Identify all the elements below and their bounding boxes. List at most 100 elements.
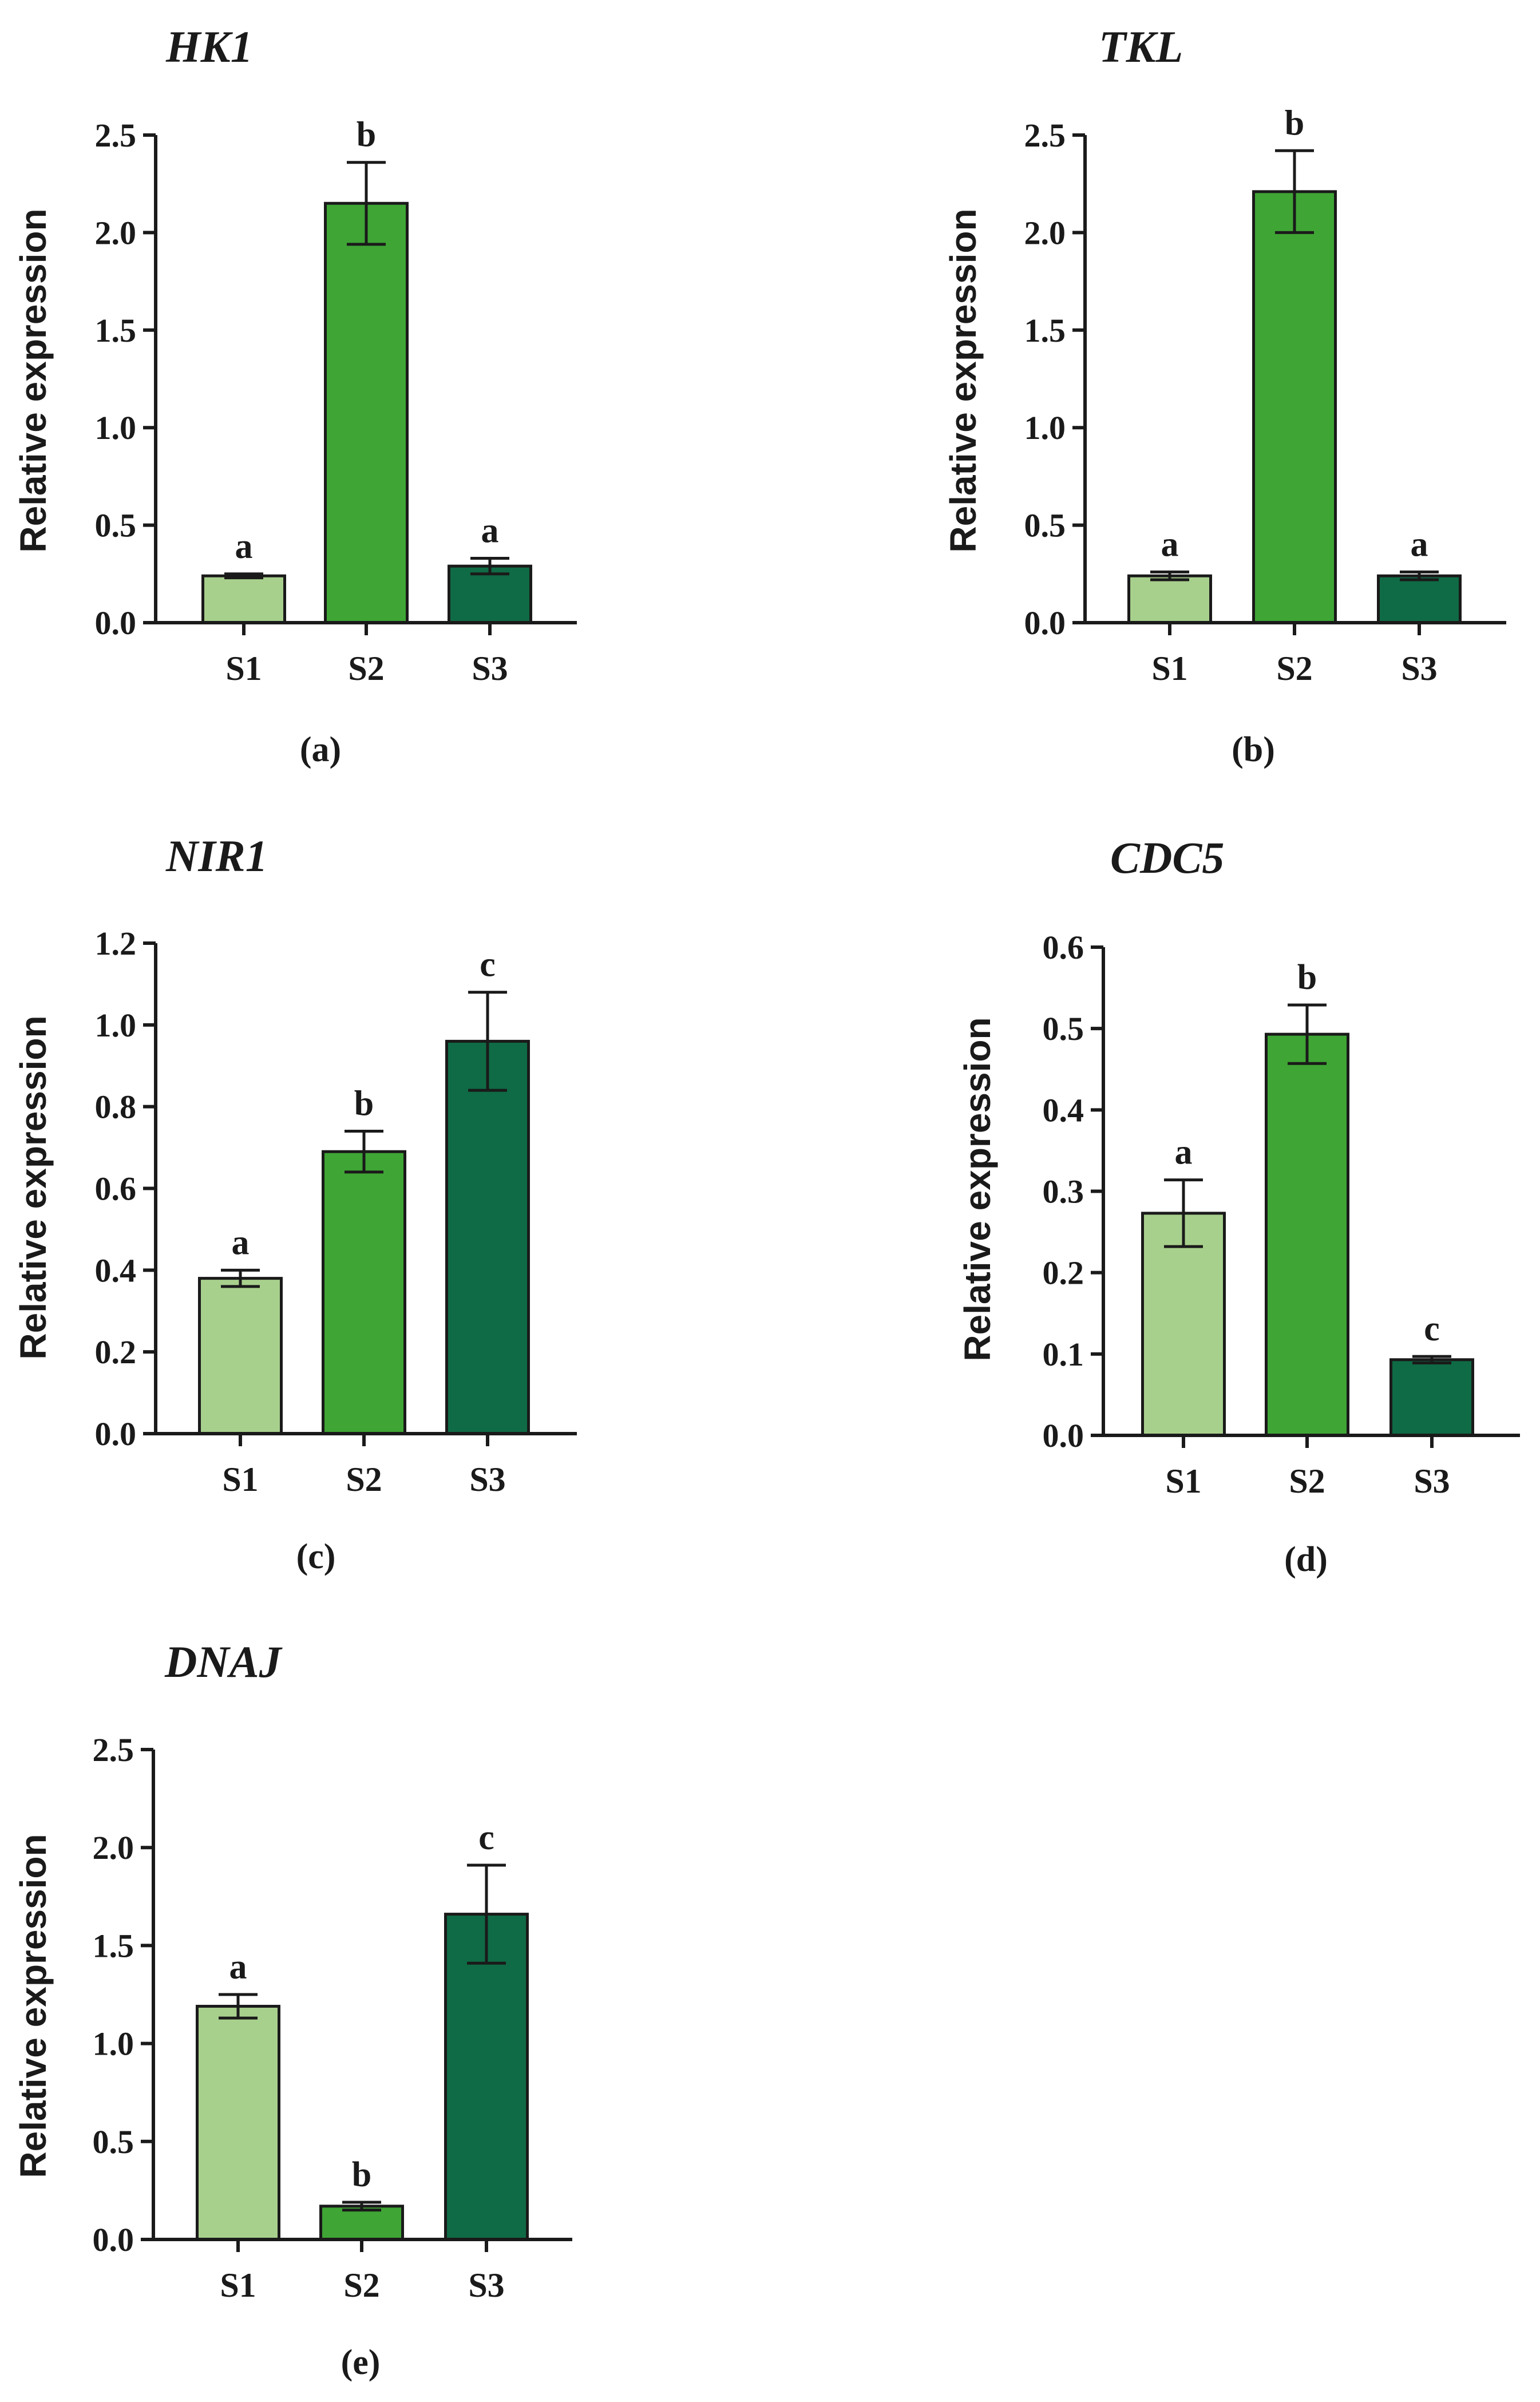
significance-label: b xyxy=(357,116,376,155)
bar-s2 xyxy=(322,1150,406,1435)
y-tick-label: 0.0 xyxy=(95,604,137,642)
x-tick-label: S3 xyxy=(469,1461,505,1498)
bar-s3 xyxy=(444,1913,529,2241)
y-tick-label: 0.2 xyxy=(95,1333,137,1371)
chart-title: DNAJ xyxy=(164,1637,283,1687)
significance-label: b xyxy=(352,2155,371,2194)
y-tick-label: 2.5 xyxy=(93,1731,134,1768)
x-tick-label: S2 xyxy=(343,2266,379,2304)
error-bar-s2 xyxy=(1275,149,1314,234)
chart-panel-nir1: NIR1 Relative expression a S1 b S2 c S3 0.0 0.2 0.… xyxy=(13,831,577,1576)
error-bar-s2 xyxy=(1288,1003,1327,1065)
y-tick-label: 1.0 xyxy=(93,2025,134,2063)
significance-label: c xyxy=(478,1818,494,1857)
y-tick-label: 0.5 xyxy=(95,507,137,544)
y-tick-label: 1.0 xyxy=(1024,409,1066,446)
panel-label: (c) xyxy=(296,1537,336,1576)
panel-label: (a) xyxy=(300,730,341,769)
bar-s1 xyxy=(198,1277,283,1435)
y-tick-label: 1.5 xyxy=(1024,312,1066,349)
x-tick-label: S2 xyxy=(346,1461,382,1498)
error-bar-s1 xyxy=(224,572,263,580)
panel-label: (b) xyxy=(1232,730,1275,769)
significance-label: a xyxy=(232,1223,250,1262)
y-tick-label: 0.0 xyxy=(95,1415,137,1453)
x-tick-label: S3 xyxy=(472,650,508,687)
x-tick-label: S3 xyxy=(1401,650,1437,687)
significance-label: a xyxy=(1411,525,1428,564)
bar-s2 xyxy=(1265,1032,1349,1437)
error-bar-s3 xyxy=(1400,570,1439,581)
significance-label: c xyxy=(480,945,496,984)
y-tick-label: 0.6 xyxy=(1043,929,1084,966)
significance-label: b xyxy=(1285,104,1304,143)
significance-label: c xyxy=(1424,1309,1440,1348)
x-tick-label: S1 xyxy=(222,1461,258,1498)
y-axis-label: Relative expression xyxy=(13,1834,54,2178)
y-axis-label: Relative expression xyxy=(957,1017,998,1361)
y-tick-label: 2.0 xyxy=(1024,214,1066,251)
y-tick-label: 0.5 xyxy=(1043,1010,1084,1047)
error-bar-s2 xyxy=(345,1130,383,1174)
y-tick-label: 0.1 xyxy=(1043,1336,1084,1373)
panel-label: (e) xyxy=(341,2343,381,2382)
chart-title: HK1 xyxy=(165,22,253,72)
chart-panel-cdc5: CDC5 Relative expression a S1 b S2 c S3 0.0 0.1 0.… xyxy=(957,833,1520,1579)
x-tick-label: S3 xyxy=(1414,1462,1450,1500)
bar-s3 xyxy=(1389,1358,1474,1437)
y-tick-label: 1.5 xyxy=(95,312,137,349)
bar-s1 xyxy=(201,574,286,624)
error-bar-s1 xyxy=(1164,1178,1203,1248)
y-tick-label: 0.3 xyxy=(1043,1173,1084,1210)
y-tick-label: 0.8 xyxy=(95,1089,137,1126)
x-tick-label: S2 xyxy=(348,650,384,687)
y-axis-label: Relative expression xyxy=(13,208,54,552)
y-tick-label: 1.0 xyxy=(95,409,137,446)
bar-s3 xyxy=(1377,574,1462,624)
error-bar-s3 xyxy=(1412,1355,1451,1364)
y-tick-label: 2.5 xyxy=(95,117,137,154)
bar-s3 xyxy=(445,1039,530,1435)
error-bar-s1 xyxy=(219,1993,258,2020)
y-tick-label: 0.2 xyxy=(1043,1255,1084,1292)
y-tick-label: 0.0 xyxy=(93,2221,134,2258)
bar-s1 xyxy=(1141,1212,1226,1437)
significance-label: a xyxy=(1161,525,1179,564)
x-tick-label: S2 xyxy=(1289,1462,1325,1500)
bar-s2 xyxy=(1252,190,1337,624)
significance-label: b xyxy=(1297,958,1317,997)
y-tick-label: 0.6 xyxy=(95,1170,137,1208)
y-tick-label: 0.4 xyxy=(95,1252,137,1289)
error-bar-s2 xyxy=(342,2201,381,2212)
x-tick-label: S1 xyxy=(1165,1462,1201,1500)
error-bar-s3 xyxy=(467,1863,506,1965)
y-tick-label: 0.4 xyxy=(1043,1091,1084,1129)
error-bar-s3 xyxy=(470,557,509,576)
bar-s1 xyxy=(196,2005,280,2241)
error-bar-s1 xyxy=(221,1268,260,1288)
y-tick-label: 0.5 xyxy=(1024,507,1066,544)
chart-title: TKL xyxy=(1099,22,1183,72)
significance-label: b xyxy=(354,1085,374,1123)
error-bar-s2 xyxy=(347,161,386,246)
chart-title: NIR1 xyxy=(165,831,268,881)
significance-label: a xyxy=(229,1948,247,1987)
y-tick-label: 2.0 xyxy=(93,1829,134,1866)
significance-label: a xyxy=(1175,1133,1193,1172)
significance-label: a xyxy=(235,527,253,566)
chart-panel-tkl: TKL Relative expression a S1 b S2 a S3 0.0 0.5 1.0… xyxy=(943,22,1506,769)
x-tick-label: S3 xyxy=(468,2266,504,2304)
x-tick-label: S1 xyxy=(1151,650,1187,687)
chart-panel-hk1: HK1 Relative expression a S1 b S2 a S3 0.0 0.5 1.0… xyxy=(13,22,577,769)
bar-s1 xyxy=(1127,574,1212,624)
y-tick-label: 1.0 xyxy=(95,1007,137,1044)
y-tick-label: 2.0 xyxy=(95,214,137,251)
y-tick-label: 0.0 xyxy=(1024,604,1066,642)
y-axis-label: Relative expression xyxy=(943,208,984,552)
y-axis-label: Relative expression xyxy=(13,1015,54,1359)
x-tick-label: S2 xyxy=(1276,650,1312,687)
panel-label: (d) xyxy=(1284,1540,1328,1579)
x-tick-label: S1 xyxy=(220,2266,256,2304)
y-tick-label: 2.5 xyxy=(1024,117,1066,154)
